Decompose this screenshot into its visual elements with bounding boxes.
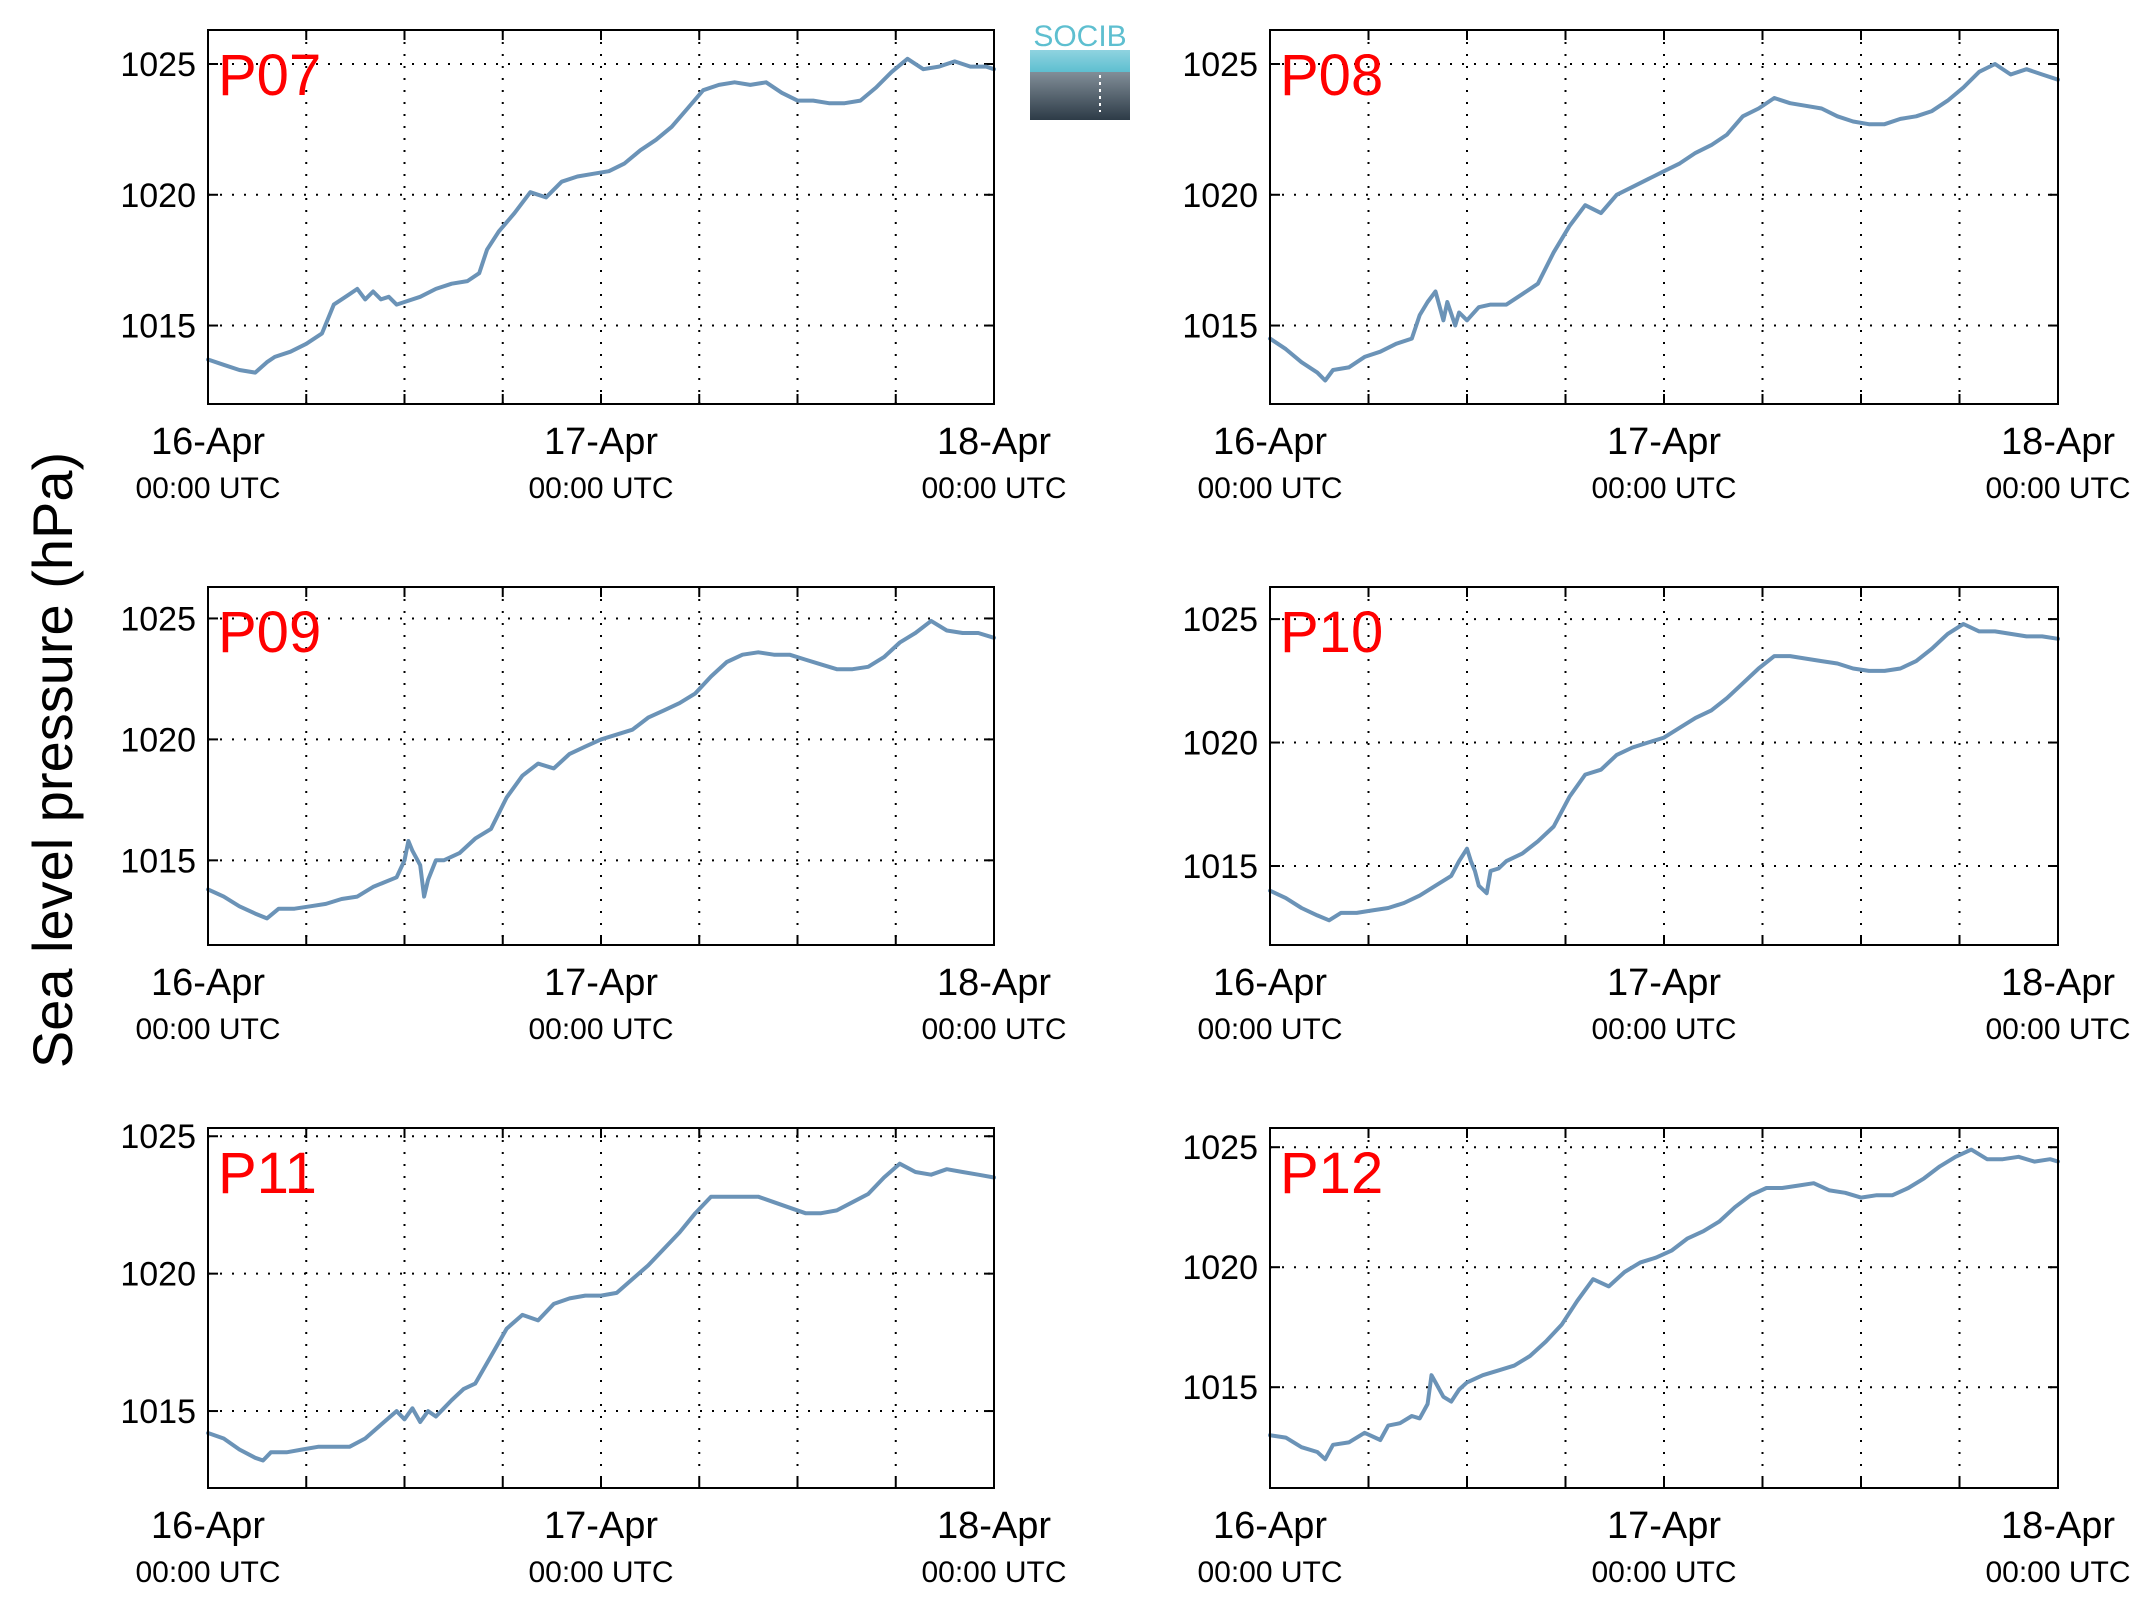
x-tick-sublabel: 00:00 UTC — [1985, 1013, 2130, 1046]
y-tick-label: 1015 — [1182, 308, 1258, 346]
x-tick-label: 18-Apr — [2001, 421, 2115, 463]
series-line — [206, 56, 996, 375]
x-tick-sublabel: 00:00 UTC — [135, 1556, 280, 1589]
chart-panel-p07: 1015 1020 1025 16-Apr 00:00 UTC 17-Apr 00:00 U… — [120, 29, 1067, 505]
x-tick-sublabel: 00:00 UTC — [921, 1556, 1066, 1589]
series-line — [1268, 62, 2060, 383]
series-line — [206, 1161, 996, 1463]
x-tick-sublabel: 00:00 UTC — [528, 1013, 673, 1046]
y-tick-label: 1025 — [120, 46, 196, 84]
x-tick-sublabel: 00:00 UTC — [1197, 472, 1342, 505]
x-tick-sublabel: 00:00 UTC — [528, 1556, 673, 1589]
socib-logo: SOCIB — [1030, 20, 1130, 120]
chart-panel-p12: 1015 1020 1025 16-Apr 00:00 UTC 17-Apr 00:00 U… — [1182, 1127, 2131, 1589]
x-tick-sublabel: 00:00 UTC — [1197, 1013, 1342, 1046]
chart-panel-p10: 1015 1020 1025 16-Apr 00:00 UTC 17-Apr 00:00 U… — [1182, 586, 2131, 1046]
x-tick-label: 16-Apr — [1213, 1505, 1327, 1547]
axes-frame — [207, 29, 995, 405]
chart-panels: 1015 1020 1025 16-Apr 00:00 UTC 17-Apr 00:00 U… — [120, 29, 2131, 1589]
x-tick-label: 16-Apr — [151, 1505, 265, 1547]
x-tick-label: 17-Apr — [544, 1505, 658, 1547]
x-tick-sublabel: 00:00 UTC — [921, 1013, 1066, 1046]
y-tick-label: 1020 — [120, 1256, 196, 1294]
axes-frame — [207, 1127, 995, 1489]
chart-panel-p09: 1015 1020 1025 16-Apr 00:00 UTC 17-Apr 00:00 U… — [120, 586, 1067, 1046]
x-tick-sublabel: 00:00 UTC — [1985, 1556, 2130, 1589]
y-tick-label: 1025 — [1182, 601, 1258, 639]
x-tick-label: 17-Apr — [1607, 962, 1721, 1004]
y-tick-label: 1025 — [1182, 46, 1258, 84]
x-tick-sublabel: 00:00 UTC — [1985, 472, 2130, 505]
y-tick-label: 1025 — [120, 1118, 196, 1156]
y-tick-label: 1020 — [120, 721, 196, 759]
x-tick-label: 18-Apr — [2001, 962, 2115, 1004]
x-tick-sublabel: 00:00 UTC — [1591, 1013, 1736, 1046]
x-tick-label: 17-Apr — [544, 421, 658, 463]
axes-frame — [1269, 1127, 2059, 1489]
y-tick-label: 1025 — [1182, 1129, 1258, 1167]
x-tick-label: 18-Apr — [937, 962, 1051, 1004]
y-tick-label: 1020 — [1182, 177, 1258, 215]
x-tick-label: 16-Apr — [151, 421, 265, 463]
series-line — [1268, 1147, 2060, 1462]
x-tick-label: 18-Apr — [937, 421, 1051, 463]
x-tick-sublabel: 00:00 UTC — [528, 472, 673, 505]
x-tick-sublabel: 00:00 UTC — [1591, 1556, 1736, 1589]
axes-frame — [1269, 29, 2059, 405]
x-tick-label: 17-Apr — [1607, 421, 1721, 463]
y-tick-label: 1015 — [120, 1393, 196, 1431]
x-tick-sublabel: 00:00 UTC — [1197, 1556, 1342, 1589]
x-tick-label: 18-Apr — [2001, 1505, 2115, 1547]
panel-label: P11 — [218, 1141, 317, 1206]
y-tick-label: 1015 — [1182, 1369, 1258, 1407]
series-line — [1268, 622, 2060, 923]
x-tick-label: 16-Apr — [151, 962, 265, 1004]
x-tick-sublabel: 00:00 UTC — [135, 472, 280, 505]
x-tick-label: 16-Apr — [1213, 962, 1327, 1004]
y-tick-label: 1025 — [120, 600, 196, 638]
panel-label: P10 — [1280, 600, 1383, 665]
x-tick-label: 17-Apr — [1607, 1505, 1721, 1547]
x-tick-sublabel: 00:00 UTC — [1591, 472, 1736, 505]
y-tick-label: 1015 — [120, 842, 196, 880]
y-tick-label: 1020 — [1182, 1249, 1258, 1287]
y-tick-label: 1015 — [1182, 848, 1258, 886]
series-line — [206, 618, 996, 921]
panel-label: P07 — [218, 43, 321, 108]
panel-label: P09 — [218, 600, 321, 665]
x-tick-sublabel: 00:00 UTC — [921, 472, 1066, 505]
axes-frame — [1269, 586, 2059, 946]
panel-label: P12 — [1280, 1141, 1383, 1206]
x-tick-label: 18-Apr — [937, 1505, 1051, 1547]
x-tick-label: 17-Apr — [544, 962, 658, 1004]
y-tick-label: 1020 — [1182, 725, 1258, 763]
x-tick-label: 16-Apr — [1213, 421, 1327, 463]
panel-label: P08 — [1280, 43, 1383, 108]
y-tick-label: 1015 — [120, 308, 196, 346]
axes-frame — [207, 586, 995, 946]
x-tick-sublabel: 00:00 UTC — [135, 1013, 280, 1046]
chart-panel-p08: 1015 1020 1025 16-Apr 00:00 UTC 17-Apr 00:00 U… — [1182, 29, 2131, 505]
logo-text: SOCIB — [1033, 20, 1126, 53]
y-tick-label: 1020 — [120, 177, 196, 215]
y-axis-label: Sea level pressure (hPa) — [21, 452, 84, 1068]
chart-panel-p11: 1015 1020 1025 16-Apr 00:00 UTC 17-Apr 00:00 U… — [120, 1118, 1066, 1589]
